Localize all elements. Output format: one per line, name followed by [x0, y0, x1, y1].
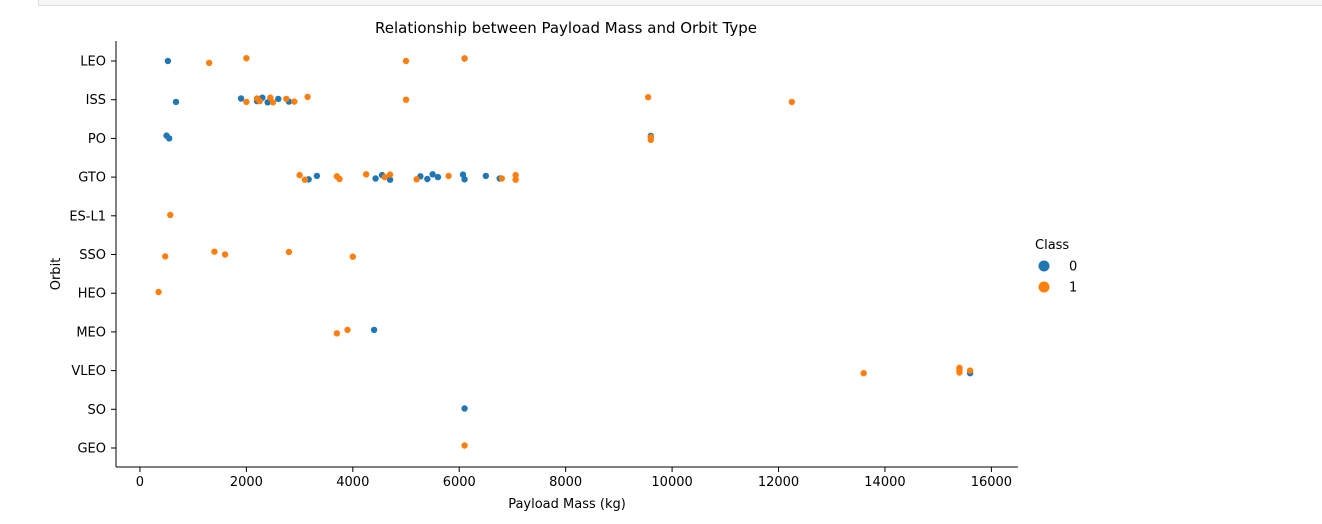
data-point: [155, 288, 162, 296]
chart-title: Relationship between Payload Mass and Or…: [375, 19, 757, 37]
data-point: [336, 175, 343, 183]
data-point: [482, 172, 490, 180]
x-tick-label: 4000: [336, 475, 369, 490]
data-point: [512, 171, 519, 179]
data-point: [243, 55, 250, 62]
legend-title: Class: [1035, 238, 1069, 253]
data-point: [344, 326, 351, 334]
data-point: [205, 59, 213, 67]
y-tick-label: SSO: [79, 248, 106, 263]
data-point: [349, 253, 357, 260]
data-point: [243, 98, 250, 106]
y-tick-label: PO: [88, 132, 106, 147]
data-point: [461, 442, 468, 449]
data-point: [461, 55, 468, 62]
x-tick-label: 14000: [864, 475, 905, 490]
axes: [115, 41, 1018, 468]
data-point: [167, 211, 174, 219]
ticks: 0 2000 4000 6000 8000 10000 12000 14000 16000 LEO…: [69, 55, 1012, 491]
y-tick-label: SO: [88, 403, 106, 418]
y-axis-label: Orbit: [49, 258, 64, 291]
y-tick-label: MEO: [76, 325, 106, 340]
data-point: [275, 95, 282, 103]
legend: Class 0 1: [1035, 238, 1077, 296]
data-point: [372, 175, 379, 182]
legend-label: 0: [1069, 260, 1077, 275]
data-point: [304, 93, 311, 101]
x-tick-label: 0: [136, 475, 144, 490]
data-point: [512, 176, 519, 183]
data-point: [269, 99, 277, 106]
data-point: [256, 97, 263, 105]
data-point: [461, 405, 468, 412]
data-point: [172, 98, 180, 106]
data-point: [402, 57, 410, 65]
data-point: [237, 95, 245, 102]
x-tick-label: 10000: [651, 475, 692, 490]
data-point: [647, 136, 655, 143]
y-tick-label: GEO: [77, 442, 106, 457]
data-point: [285, 248, 293, 256]
data-point: [498, 175, 506, 182]
data-point: [283, 95, 290, 103]
data-point: [362, 171, 370, 178]
data-point: [333, 330, 341, 337]
data-point: [966, 367, 974, 374]
legend-label: 1: [1069, 281, 1077, 296]
data-point: [221, 251, 229, 258]
y-tick-label: GTO: [78, 171, 106, 186]
x-tick-label: 8000: [549, 475, 582, 490]
data-point: [386, 176, 394, 183]
data-point: [313, 172, 321, 180]
x-tick-label: 6000: [443, 475, 476, 490]
x-tick-label: 2000: [230, 475, 263, 490]
data-point: [413, 176, 420, 183]
data-point: [301, 176, 309, 183]
data-point: [956, 369, 963, 376]
data-point: [211, 248, 218, 255]
data-point: [370, 326, 378, 334]
x-tick-label: 12000: [758, 475, 799, 490]
data-point: [434, 173, 442, 181]
data-point: [166, 135, 173, 142]
data-point: [424, 175, 431, 183]
y-tick-label: ES-L1: [69, 209, 106, 224]
data-point: [296, 171, 303, 179]
data-point: [386, 171, 394, 178]
data-point: [429, 171, 436, 178]
data-point: [445, 172, 452, 180]
legend-marker: [1038, 281, 1050, 293]
data-points: [155, 55, 974, 449]
data-point: [644, 94, 652, 101]
data-point: [381, 173, 388, 181]
data-point: [164, 57, 172, 65]
data-point: [956, 364, 963, 371]
y-tick-label: LEO: [80, 55, 106, 70]
y-tick-label: HEO: [78, 287, 106, 302]
data-point: [788, 98, 796, 106]
window-top-strip: [38, 0, 1322, 6]
data-point: [162, 253, 169, 260]
data-point: [860, 370, 867, 377]
y-tick-label: ISS: [86, 93, 106, 108]
legend-marker: [1038, 260, 1050, 272]
data-point: [461, 176, 468, 183]
x-axis-label: Payload Mass (kg): [508, 497, 626, 512]
data-point: [291, 98, 298, 105]
data-point: [402, 96, 410, 103]
y-tick-label: VLEO: [71, 364, 106, 379]
x-tick-label: 16000: [971, 475, 1012, 490]
